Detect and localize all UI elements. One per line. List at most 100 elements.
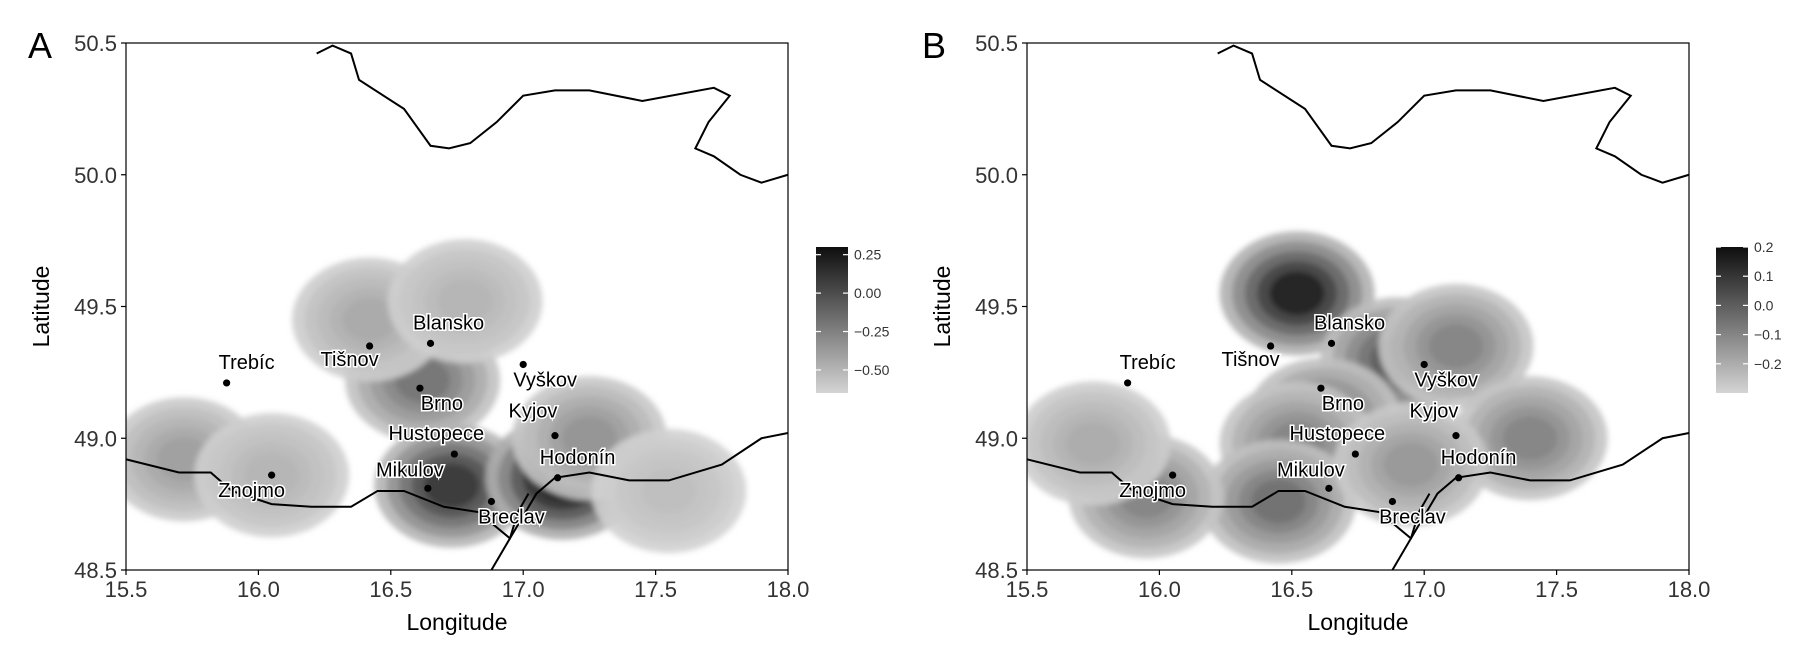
panel-label: B [922,25,946,66]
city-label: Trebíc [1120,352,1176,374]
x-axis-label: Longitude [1307,609,1408,635]
density-peak-1-level-5 [1269,271,1325,316]
city-dot [1351,450,1359,458]
y-tick-label: 50.0 [74,163,117,188]
city-label: Brno [421,393,463,415]
city-dot [1325,484,1333,492]
x-tick-label: 17.0 [502,577,545,602]
city-dot [487,497,496,506]
colorbar-tick-label: 0.00 [854,285,881,301]
city-dot [1169,471,1177,479]
city-dot [1327,339,1336,347]
colorbar [816,247,848,393]
city-dot [1267,342,1275,350]
y-tick-label: 48.5 [975,558,1018,583]
density-peak-8-level-5 [1502,416,1558,461]
x-tick-label: 18.0 [767,577,810,602]
y-tick-label: 49.0 [74,426,117,451]
x-tick-label: 15.5 [1006,577,1049,602]
city-dot [1420,360,1428,369]
y-axis-label: Latitude [28,266,54,348]
border-line-east [1391,493,1431,571]
city-label: Kyjov [1410,401,1459,423]
y-tick-label: 49.5 [74,295,117,320]
colorbar-tick-label: −0.50 [854,362,890,378]
city-label: Znojmo [1119,480,1186,502]
city-dot [1452,432,1460,440]
x-tick-label: 17.5 [634,577,677,602]
y-tick-label: 50.5 [74,31,117,56]
colorbar-tick-label: 0.0 [1754,297,1774,313]
city-dot [551,432,559,440]
colorbar-tick-label: 0.1 [1754,268,1774,284]
city-label: Breclav [1379,506,1446,528]
colorbar-tick-label: 0.25 [854,247,881,263]
border-line-north [1217,44,1690,184]
colorbar-tick-label: 0.2 [1754,239,1774,255]
city-label: Mikulov [1277,459,1345,481]
city-label: Brno [1322,393,1364,415]
city-dot [519,360,527,369]
city-label: Znojmo [218,480,285,502]
panel-a: 15.5 16.0 16.5 17.0 17.5 18.0 48.5 49.0 49.5 50.0… [28,25,890,635]
city-label: Hustopece [1290,423,1386,445]
border-line-south [125,431,789,540]
y-axis-label: Latitude [929,266,955,348]
density-layer [1027,231,1608,564]
city-dot [1317,384,1325,392]
panel-label: A [28,25,52,66]
city-label: Hodonín [1441,447,1517,469]
x-tick-label: 16.0 [1138,577,1181,602]
colorbar-tick-label: −0.25 [854,324,890,340]
city-dot [450,450,458,458]
city-dot [268,471,276,479]
city-label: Mikulov [376,459,444,481]
city-label: Hodonín [540,447,616,469]
border-line-east [490,493,530,571]
city-label: Kyjov [509,401,558,423]
city-dot [416,384,424,392]
city-label: Breclav [478,506,545,528]
border-line-south [1026,431,1690,540]
border-region-north [316,43,788,183]
city-label: Blansko [413,312,484,334]
density-peak-9-level-5 [1065,421,1121,466]
x-tick-label: 16.5 [1270,577,1313,602]
colorbar-tick-label: −0.1 [1754,327,1782,343]
x-tick-label: 16.0 [237,577,280,602]
city-label: Hustopece [389,423,485,445]
city-dot [1455,474,1463,482]
y-tick-label: 49.5 [975,295,1018,320]
city-dot [426,339,435,347]
city-label: Tišnov [1222,349,1280,371]
city-dot [554,474,562,482]
city-dot [1124,379,1132,387]
city-dot [366,342,374,350]
x-tick-label: 15.5 [105,577,148,602]
x-tick-label: 16.5 [369,577,412,602]
colorbar-tick-label: −0.2 [1754,356,1782,372]
x-tick-label: 17.5 [1535,577,1578,602]
colorbar [1716,247,1748,393]
y-tick-label: 48.5 [74,558,117,583]
city-label: Vyškov [1414,369,1478,391]
x-tick-label: 18.0 [1668,577,1711,602]
density-peak-2-level-5 [424,463,480,508]
x-tick-label: 17.0 [1403,577,1446,602]
city-label: Trebíc [219,352,275,374]
city-label: Blansko [1314,312,1385,334]
city-dot [223,379,231,387]
border-region-north [1217,43,1689,183]
border-line-north [316,44,789,184]
city-label: Tišnov [321,349,379,371]
y-tick-label: 50.0 [975,163,1018,188]
density-peak-3-level-5 [1428,324,1484,369]
y-tick-label: 49.0 [975,426,1018,451]
panel-b: 15.5 16.0 16.5 17.0 17.5 18.0 48.5 49.0 49.5 50.0… [922,25,1782,635]
density-peak-4-level-5 [342,297,398,342]
density-layer [126,239,747,553]
density-peak-5-level-5 [437,279,493,324]
city-label: Vyškov [513,369,577,391]
